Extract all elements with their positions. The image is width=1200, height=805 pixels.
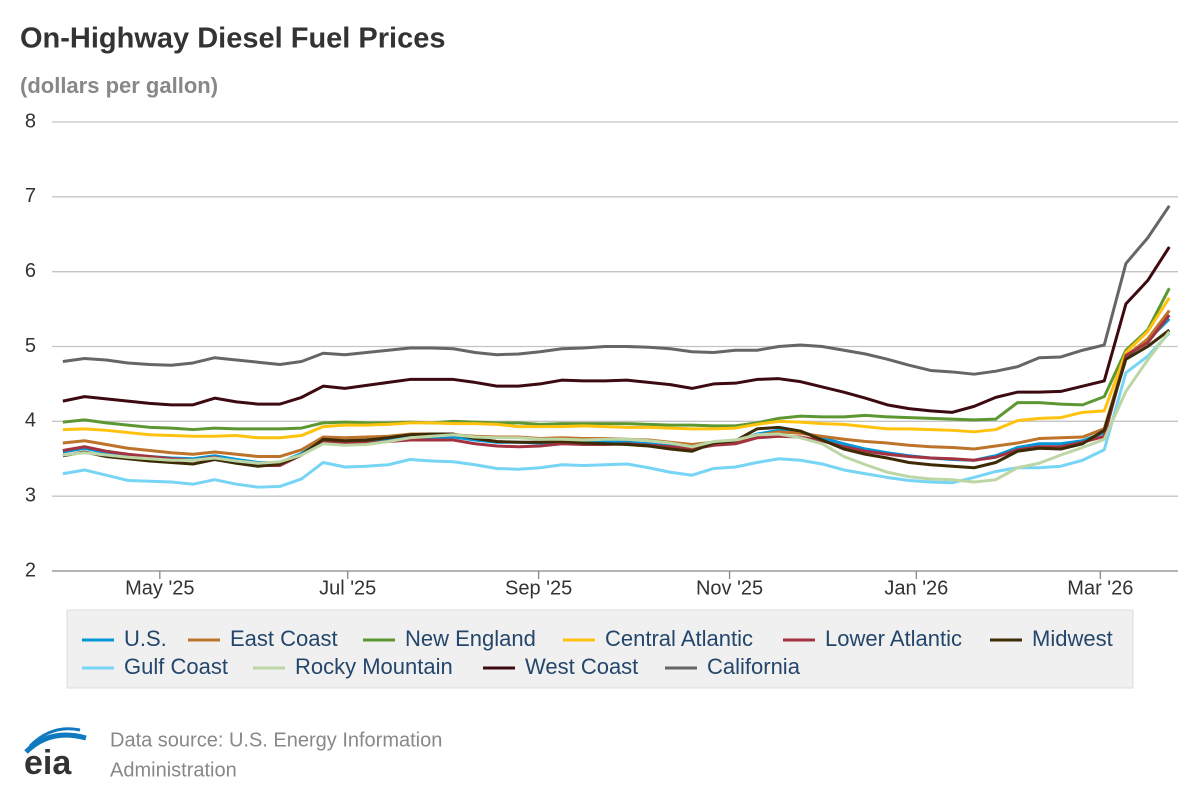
series-line: [62, 328, 1171, 470]
plot-lines: [62, 204, 1171, 489]
series-line: [62, 330, 1171, 484]
source-text: Administration: [110, 759, 237, 781]
legend-label: California: [707, 654, 801, 679]
chart-title: On-Highway Diesel Fuel Prices: [20, 23, 445, 55]
x-tick-label: Nov '25: [696, 577, 763, 599]
legend-label: U.S.: [124, 626, 167, 651]
legend-label: New England: [405, 626, 536, 651]
chart-subtitle: (dollars per gallon): [20, 73, 218, 98]
legend-label: West Coast: [525, 654, 638, 679]
series-line: [62, 332, 1171, 489]
source-text: Data source: U.S. Energy Information: [110, 729, 442, 751]
logo-text: eia: [24, 744, 72, 782]
x-tick-label: Jul '25: [319, 577, 376, 599]
y-tick-label: 3: [25, 484, 36, 506]
y-tick-label: 8: [25, 110, 36, 132]
legend: U.S. East Coast New England Central Atlanti…: [82, 626, 1113, 679]
series-line: [62, 246, 1171, 414]
legend-label: Lower Atlantic: [825, 626, 962, 651]
y-tick-label: 7: [25, 185, 36, 207]
legend-label: Central Atlantic: [605, 626, 753, 651]
x-tick-label: Jan '26: [884, 577, 948, 599]
legend-label: Gulf Coast: [124, 654, 228, 679]
y-tick-label: 4: [25, 410, 36, 432]
series-line: [62, 287, 1171, 432]
series-line: [62, 204, 1171, 376]
logo-swoosh: [24, 732, 87, 754]
grid: 2 3 4 5 6 7 8 May '25 Jul '25 Sep '25 Nov '25 Jan '…: [25, 110, 1178, 599]
y-tick-label: 5: [25, 335, 36, 357]
x-tick-label: May '25: [125, 577, 194, 599]
x-tick-label: Sep '25: [505, 577, 572, 599]
x-tick-label: Mar '26: [1067, 577, 1133, 599]
logo: eia: [24, 727, 87, 782]
y-tick-label: 2: [25, 559, 36, 581]
legend-box: [66, 609, 1134, 689]
y-tick-label: 6: [25, 260, 36, 282]
series-line: [62, 297, 1171, 440]
legend-label: Rocky Mountain: [295, 654, 453, 679]
legend-label: East Coast: [230, 626, 338, 651]
legend-label: Midwest: [1032, 626, 1113, 651]
logo-swoosh: [28, 727, 81, 748]
